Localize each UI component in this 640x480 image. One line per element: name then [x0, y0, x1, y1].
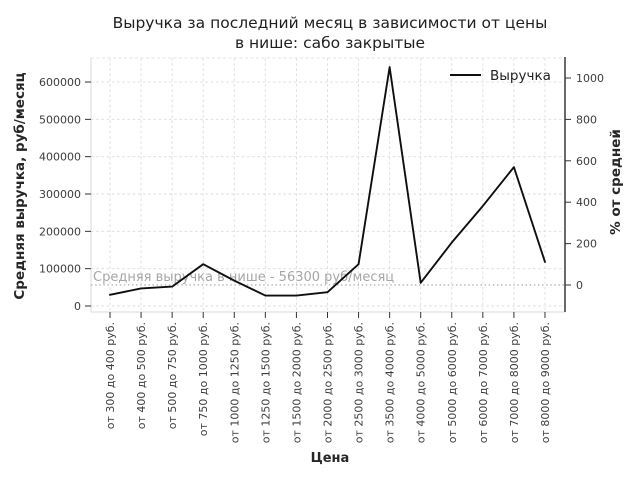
y-left-tick-label: 100000 [39, 263, 81, 276]
x-tick-label: от 400 до 500 руб. [135, 322, 148, 429]
grid-layer [91, 58, 565, 312]
x-tick-label: от 8000 до 9000 руб. [539, 322, 552, 443]
y-right-tick-label: 800 [576, 113, 597, 126]
legend-series-label: Выручка [490, 68, 551, 84]
revenue-series-line [109, 66, 546, 297]
x-tick-label: от 1250 до 1500 руб. [259, 322, 272, 443]
y-left-tick-label: 200000 [39, 225, 81, 238]
y-left-tick-label: 0 [74, 300, 81, 313]
x-tick-label: от 300 до 400 руб. [104, 322, 117, 429]
x-tick-label: от 500 до 750 руб. [166, 322, 179, 429]
x-tick-label: от 750 до 1000 руб. [197, 322, 210, 436]
chart-title-line1: Выручка за последний месяц в зависимости… [113, 14, 548, 32]
y-right-tick-label: 600 [576, 155, 597, 168]
x-tick-label: от 4000 до 5000 руб. [415, 322, 428, 443]
y-left-tick-label: 300000 [39, 188, 81, 201]
average-revenue-annotation: Средняя выручка в нише - 56300 руб/месяц [93, 270, 394, 285]
y-axis-right-label: % от средней [608, 129, 624, 235]
y-right-tick-label: 0 [576, 279, 583, 292]
x-tick-label: от 2500 до 3000 руб. [353, 322, 366, 443]
x-tick-label: от 5000 до 6000 руб. [446, 322, 459, 443]
x-tick-label: от 6000 до 7000 руб. [477, 322, 490, 443]
y-left-tick-label: 400000 [39, 151, 81, 164]
x-tick-label: от 2000 до 2500 руб. [321, 322, 334, 443]
y-left-tick-label: 500000 [39, 113, 81, 126]
y-right-tick-label: 400 [576, 196, 597, 209]
y-right-tick-label: 1000 [576, 72, 604, 85]
tick-layer: 0 100000 200000 300000 400000 500000 600000 0 20… [39, 72, 604, 443]
x-axis-label: Цена [311, 451, 350, 466]
x-tick-label: от 7000 до 8000 руб. [508, 322, 521, 443]
y-right-tick-label: 200 [576, 238, 597, 251]
x-tick-label: от 3500 до 4000 руб. [384, 322, 397, 443]
x-tick-label: от 1500 до 2000 руб. [290, 322, 303, 443]
y-axis-left-label: Средняя выручка, руб/месяц [12, 72, 28, 299]
chart-title-line2: в нише: сабо закрытые [235, 34, 425, 52]
y-left-tick-label: 600000 [39, 76, 81, 89]
x-tick-label: от 1000 до 1250 руб. [228, 322, 241, 443]
legend: Выручка [450, 68, 551, 84]
